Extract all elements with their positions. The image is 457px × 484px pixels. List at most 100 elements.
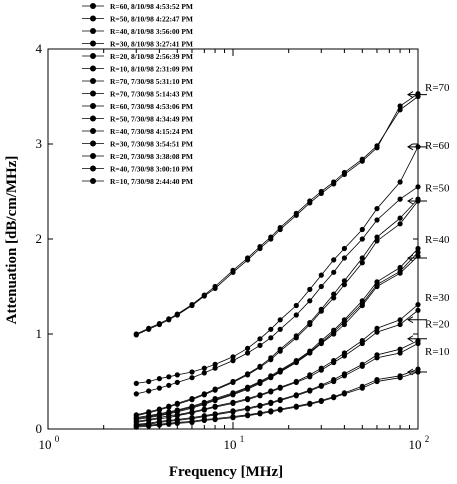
arrow-head: [407, 91, 414, 99]
data-point: [189, 369, 195, 375]
data-point: [374, 238, 380, 244]
data-point: [257, 342, 263, 348]
data-point: [359, 260, 365, 266]
data-point: [359, 340, 365, 347]
data-point: [156, 385, 162, 391]
data-point: [174, 311, 180, 317]
data-point: [174, 379, 180, 385]
data-point: [146, 388, 152, 394]
data-point: [359, 302, 365, 309]
arrow-head: [407, 335, 414, 343]
data-point: [245, 345, 251, 351]
series-line: [136, 198, 419, 416]
series-annotation: R=50: [425, 183, 450, 195]
data-point: [307, 321, 313, 328]
data-point: [189, 302, 195, 308]
data-point: [230, 267, 236, 273]
legend-marker: [90, 103, 96, 109]
legend-label: R=50, 8/10/98 4:22:47 PM: [110, 15, 193, 24]
annotation-arrow: [407, 316, 427, 324]
series-line: [136, 200, 419, 417]
data-point: [133, 331, 139, 337]
data-point: [245, 406, 251, 412]
arrow-head: [407, 254, 414, 262]
data-point: [293, 404, 299, 410]
data-point: [397, 317, 403, 323]
x-tick-label: 10: [39, 437, 52, 452]
x-axis-title: Frequency [MHz]: [169, 464, 283, 480]
data-point: [212, 404, 218, 410]
data-point: [174, 372, 180, 378]
data-point: [268, 357, 274, 363]
y-tick-label: 3: [36, 136, 43, 151]
data-point: [230, 400, 236, 406]
data-point: [156, 407, 162, 413]
series-10: [133, 307, 421, 425]
data-point: [293, 335, 299, 341]
data-point: [293, 379, 299, 385]
legend-label: R=20, 8/10/98 2:56:39 PM: [110, 52, 193, 61]
data-point: [245, 255, 251, 261]
data-point: [331, 269, 337, 275]
data-point: [331, 378, 337, 385]
data-point: [257, 403, 263, 409]
data-point: [341, 373, 347, 379]
data-point: [268, 234, 274, 240]
x-tick-exponent: 1: [240, 434, 245, 444]
y-tick-label: 4: [36, 41, 43, 56]
data-point: [257, 393, 263, 399]
data-point: [277, 348, 283, 354]
series-annotation: R=40: [425, 234, 450, 246]
legend-marker: [90, 28, 96, 34]
data-point: [189, 405, 195, 411]
data-point: [201, 292, 207, 298]
annotation-arrow: [407, 335, 427, 343]
series-line: [136, 93, 419, 336]
data-point: [318, 340, 324, 347]
arrow-head: [407, 368, 414, 376]
data-point: [174, 413, 180, 419]
data-point: [166, 421, 172, 427]
annotations: R=70 R=60 R=50 R=40 R=30 R=20 R=10: [407, 82, 450, 376]
data-point: [374, 217, 380, 223]
series-line: [136, 255, 419, 420]
data-point: [318, 308, 324, 314]
data-point: [212, 365, 218, 371]
data-point: [201, 401, 207, 407]
data-point: [374, 378, 380, 385]
data-point: [359, 226, 365, 233]
legend-marker: [90, 78, 96, 84]
legend-marker: [90, 15, 96, 22]
data-point: [397, 215, 403, 221]
data-point: [277, 407, 283, 413]
data-point: [331, 395, 337, 401]
data-point: [397, 264, 403, 271]
legend-label: R=60, 7/30/98 4:53:06 PM: [110, 102, 193, 111]
legend-marker: [90, 178, 96, 184]
data-point: [307, 198, 313, 204]
data-point: [277, 385, 283, 391]
legend-label: R=50, 7/30/98 4:34:49 PM: [110, 115, 193, 124]
data-point: [212, 416, 218, 423]
data-point: [257, 244, 263, 250]
arrow-head: [407, 143, 414, 151]
data-point: [212, 397, 218, 404]
series-3: [133, 184, 421, 397]
data-point: [201, 365, 207, 371]
data-point: [189, 410, 195, 416]
data-point: [277, 225, 283, 231]
data-point: [331, 331, 337, 337]
data-point: [307, 388, 313, 394]
data-point: [397, 350, 403, 356]
data-point: [201, 392, 207, 398]
data-point: [230, 392, 236, 398]
legend-marker: [90, 65, 96, 72]
data-point: [245, 372, 251, 378]
data-point: [397, 103, 403, 109]
data-point: [293, 359, 299, 366]
data-point: [318, 367, 324, 373]
data-point: [245, 386, 251, 392]
data-point: [201, 370, 207, 376]
data-point: [397, 107, 403, 113]
